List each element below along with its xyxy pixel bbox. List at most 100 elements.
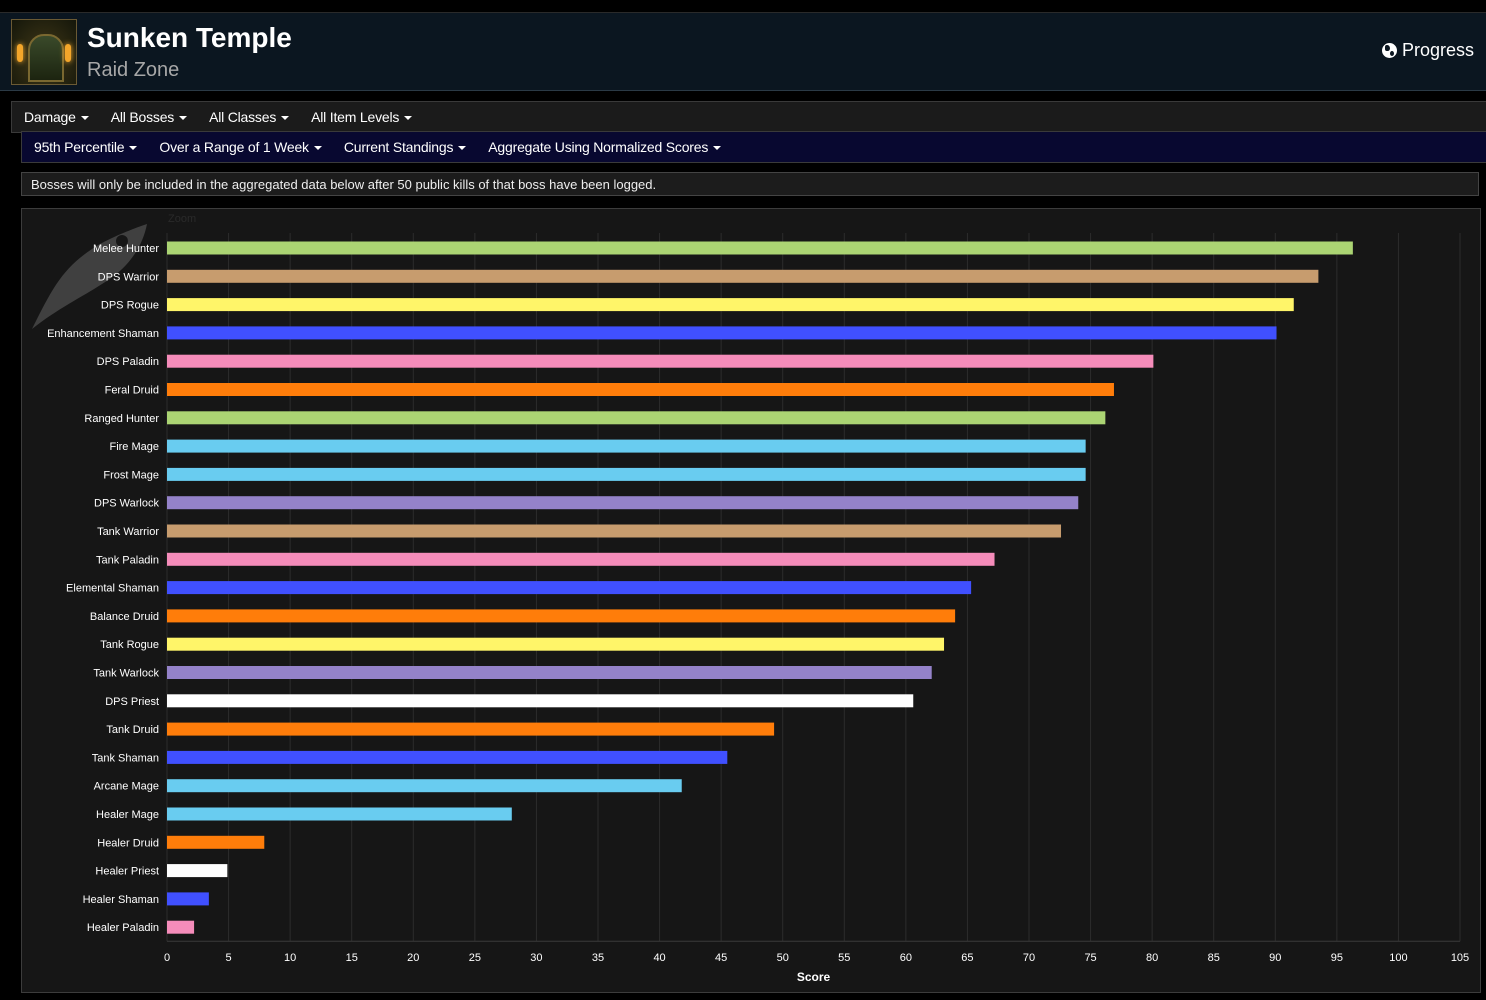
bar-chart: Melee Hunter DPS Warrior DPS Rogue Enhancem… — [47, 233, 1469, 984]
bar — [167, 666, 932, 679]
boss-dropdown[interactable]: All Bosses — [110, 109, 188, 125]
bar — [167, 864, 228, 878]
category-label: Healer Shaman — [83, 894, 159, 906]
bar — [167, 411, 1106, 425]
page-subtitle: Raid Zone — [87, 59, 180, 81]
category-label: Arcane Mage — [94, 781, 159, 793]
category-label: Healer Paladin — [87, 922, 159, 934]
standings-dropdown-label: Current Standings — [343, 139, 454, 155]
bar — [167, 694, 914, 708]
standings-dropdown[interactable]: Current Standings — [343, 139, 467, 155]
zone-icon — [11, 19, 77, 85]
category-label: Feral Druid — [105, 385, 159, 397]
x-tick-label: 50 — [777, 952, 789, 964]
category-label: Healer Mage — [96, 809, 159, 821]
bar — [167, 269, 1319, 283]
filter-bar-primary: Damage All Bosses All Classes All Item L… — [11, 101, 1486, 133]
metric-dropdown[interactable]: Damage — [24, 109, 89, 125]
bar — [167, 609, 956, 623]
bar — [167, 807, 512, 821]
bar — [167, 835, 265, 849]
boss-dropdown-label: All Bosses — [110, 109, 175, 125]
x-tick-label: 5 — [226, 952, 232, 964]
x-tick-label: 70 — [1023, 952, 1035, 964]
caret-down-icon — [313, 146, 322, 151]
class-dropdown-label: All Classes — [209, 109, 277, 125]
time-range-dropdown-label: Over a Range of 1 Week — [159, 139, 309, 155]
caret-down-icon — [80, 116, 89, 121]
x-tick-label: 15 — [346, 952, 358, 964]
bar — [167, 637, 945, 651]
x-tick-label: 35 — [592, 952, 604, 964]
bar — [167, 241, 1353, 255]
x-tick-label: 100 — [1389, 952, 1407, 964]
bar — [167, 496, 1079, 510]
x-tick-label: 30 — [530, 952, 542, 964]
filter-bar-secondary: 95th Percentile Over a Range of 1 Week C… — [21, 131, 1486, 163]
top-border-line — [0, 12, 1486, 13]
category-label: Healer Druid — [97, 837, 159, 849]
bar — [167, 779, 682, 793]
x-tick-label: 85 — [1208, 952, 1220, 964]
bar — [167, 326, 1277, 340]
bar — [167, 892, 209, 906]
category-label: Tank Warlock — [93, 668, 159, 680]
aggregate-dropdown-label: Aggregate Using Normalized Scores — [488, 139, 709, 155]
category-label: DPS Warrior — [98, 271, 160, 283]
x-tick-label: 25 — [469, 952, 481, 964]
category-label: Tank Warrior — [97, 526, 159, 538]
category-label: Elemental Shaman — [66, 583, 159, 595]
class-dropdown[interactable]: All Classes — [209, 109, 290, 125]
bar — [167, 581, 972, 595]
bar — [167, 552, 995, 566]
category-label: DPS Paladin — [97, 356, 159, 368]
category-label: Tank Druid — [106, 724, 159, 736]
category-label: DPS Warlock — [94, 498, 159, 510]
x-tick-label: 75 — [1084, 952, 1096, 964]
metric-dropdown-label: Damage — [24, 109, 76, 125]
percentile-dropdown-label: 95th Percentile — [34, 139, 125, 155]
page-title: Sunken Temple — [87, 22, 292, 53]
caret-down-icon — [458, 146, 467, 151]
caret-down-icon — [179, 116, 188, 121]
percentile-dropdown[interactable]: 95th Percentile — [34, 139, 138, 155]
bar — [167, 920, 195, 934]
chart-container: Zoom Melee Hunter DPS Warrior DPS Rogue Enh… — [21, 208, 1481, 993]
x-tick-label: 20 — [407, 952, 419, 964]
globe-icon — [1381, 43, 1397, 58]
x-tick-label: 60 — [900, 952, 912, 964]
time-range-dropdown[interactable]: Over a Range of 1 Week — [159, 139, 322, 155]
x-tick-label: 95 — [1331, 952, 1343, 964]
category-label: Melee Hunter — [93, 243, 159, 255]
zone-header: Sunken Temple Raid Zone Progress — [0, 13, 1486, 91]
x-tick-label: 80 — [1146, 952, 1158, 964]
category-label: DPS Priest — [105, 696, 159, 708]
item-level-dropdown[interactable]: All Item Levels — [311, 109, 413, 125]
item-level-dropdown-label: All Item Levels — [311, 109, 400, 125]
aggregate-dropdown[interactable]: Aggregate Using Normalized Scores — [488, 139, 722, 155]
bar — [167, 383, 1114, 396]
bar — [167, 298, 1294, 312]
category-label: Frost Mage — [103, 469, 159, 481]
category-label: Tank Paladin — [96, 554, 159, 566]
x-tick-label: 40 — [653, 952, 665, 964]
bar — [167, 722, 775, 736]
progress-link[interactable]: Progress — [1381, 40, 1474, 61]
bar — [167, 750, 728, 764]
bar — [167, 439, 1086, 453]
x-tick-label: 45 — [715, 952, 727, 964]
zoom-label[interactable]: Zoom — [168, 213, 197, 225]
category-label: Healer Priest — [95, 866, 159, 878]
x-tick-label: 105 — [1451, 952, 1469, 964]
category-label: Ranged Hunter — [84, 413, 159, 425]
x-tick-label: 65 — [961, 952, 973, 964]
caret-down-icon — [713, 146, 722, 151]
bar — [167, 467, 1086, 481]
x-tick-label: 10 — [284, 952, 296, 964]
bar — [167, 524, 1062, 538]
bar — [167, 354, 1154, 368]
x-axis-title: Score — [797, 970, 831, 984]
caret-down-icon — [281, 116, 290, 121]
watermark-logo-icon — [32, 224, 147, 329]
category-label: Fire Mage — [109, 441, 159, 453]
